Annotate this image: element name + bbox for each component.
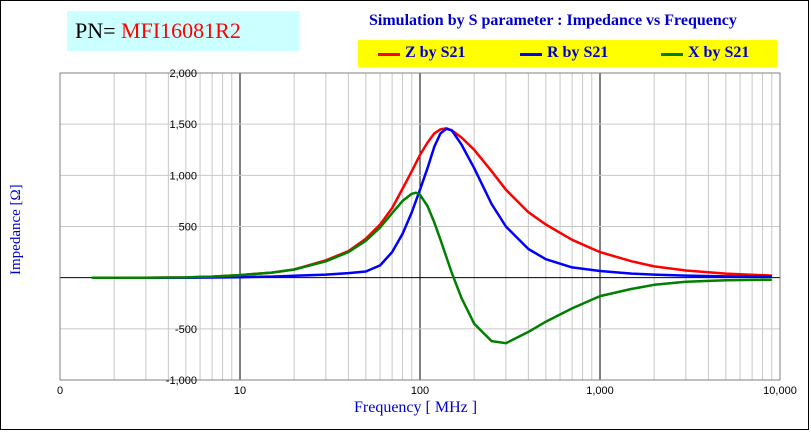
y-tick-label: 500 [179, 222, 197, 234]
y-axis-label: Impedance [Ω] [8, 184, 24, 275]
y-tick-label: 1,000 [169, 170, 197, 182]
x-tick-label: 10,000 [763, 385, 797, 397]
legend-swatch-r [520, 53, 542, 56]
pn-prefix: PN= [75, 18, 122, 43]
legend-label-z: Z by S21 [405, 44, 466, 61]
legend-label-x: X by S21 [688, 44, 750, 61]
legend-swatch-x [661, 53, 683, 56]
plot-border [59, 72, 781, 381]
legend-swatch-z [378, 53, 400, 56]
x-tick-label: 1,000 [586, 385, 614, 397]
axes [59, 72, 781, 381]
series-line-r [145, 127, 772, 279]
x-tick-label: 0 [57, 385, 63, 397]
y-tick-label: -1,000 [166, 375, 197, 387]
x-tick-label: 10 [234, 385, 246, 397]
x-axis-label: Frequency [ MHz ] [354, 399, 478, 416]
y-tick-label: 2,000 [169, 68, 197, 80]
legend-label-r: R by S21 [547, 44, 609, 61]
y-tick-label: 1,500 [169, 119, 197, 131]
y-tick-label: -500 [175, 324, 197, 336]
pn-value: MFI16081R2 [121, 18, 241, 43]
chart-title: Simulation by S parameter : Impedance vs… [369, 12, 737, 29]
part-number-label: PN= MFI16081R2 [75, 18, 241, 44]
x-tick-label: 100 [411, 385, 429, 397]
legend: Z by S21 R by S21 X by S21 [358, 40, 777, 67]
x-tick-labels: 0 10 100 1,000 10,000 [57, 385, 797, 397]
series-lines [91, 127, 772, 345]
part-number-box: PN= MFI16081R2 [67, 11, 299, 51]
series-line-x [91, 191, 772, 345]
